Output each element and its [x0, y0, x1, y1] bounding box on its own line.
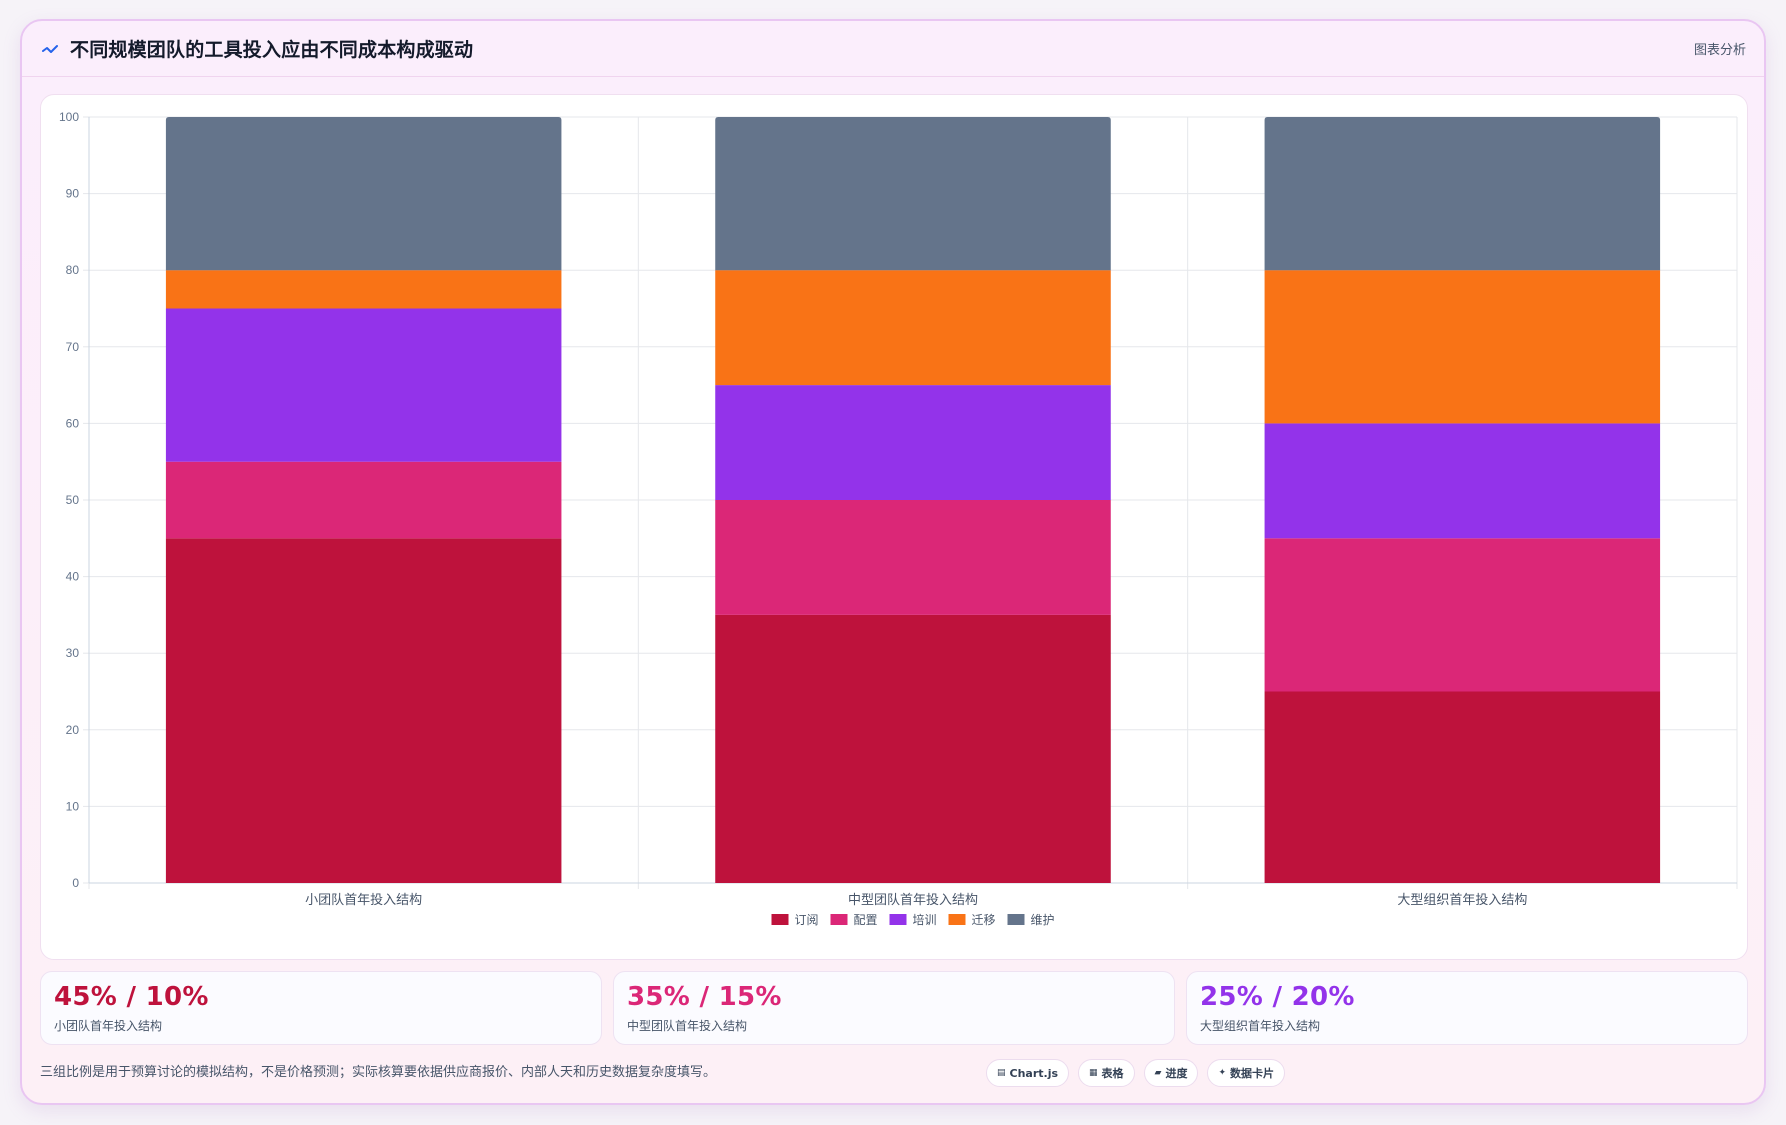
y-tick-label: 30 — [66, 646, 80, 660]
y-tick-label: 60 — [66, 416, 80, 430]
bar-segment — [715, 385, 1111, 500]
chart-card: 不同规模团队的工具投入应由不同成本构成驱动 图表分析 0 10 20 30 40 50 60… — [20, 19, 1766, 1105]
progress-icon: ▰ — [1154, 1068, 1162, 1078]
stat-value: 45% / 10% — [54, 982, 209, 1012]
chip-chartjs[interactable]: ▤ Chart.js — [986, 1059, 1070, 1087]
stat-card-medium-team: 35% / 15% 中型团队首年投入结构 — [613, 971, 1175, 1045]
y-tick-label: 70 — [66, 340, 80, 354]
chip-label: 数据卡片 — [1230, 1067, 1275, 1080]
bar-segment — [165, 538, 562, 883]
stacked-bar-chart: 0 10 20 30 40 50 60 70 80 90 100 小团队首年投入结构 中型团队首年投入结… — [59, 110, 1738, 927]
y-tick-label: 20 — [66, 723, 80, 737]
y-tick-label: 100 — [59, 110, 79, 124]
legend-swatch — [889, 914, 907, 925]
chip-label: 表格 — [1101, 1067, 1124, 1080]
trend-icon — [42, 44, 58, 53]
stat-label: 大型组织首年投入结构 — [1200, 1019, 1321, 1033]
legend-swatch — [948, 914, 966, 925]
bar-segment — [165, 117, 562, 271]
chart-panel: 0 10 20 30 40 50 60 70 80 90 100 小团队首年投入结构 中型团队首年投入结… — [40, 94, 1748, 960]
chart-analysis-link[interactable]: 图表分析 — [1693, 43, 1746, 58]
x-tick-label: 小团队首年投入结构 — [305, 892, 422, 907]
legend-label: 培训 — [913, 912, 937, 927]
table-icon: ▦ — [1089, 1068, 1098, 1078]
y-tick-label: 90 — [66, 187, 80, 201]
bar-segment — [715, 270, 1111, 386]
tool-chips: ▤ Chart.js ▦ 表格 ▰ 进度 ✦ 数据卡片 — [986, 1059, 1286, 1087]
bar-segment — [165, 308, 562, 462]
bar-segment — [1264, 691, 1661, 883]
chip-table[interactable]: ▦ 表格 — [1078, 1059, 1135, 1087]
bar-segment — [165, 461, 562, 539]
chip-data-card[interactable]: ✦ 数据卡片 — [1207, 1059, 1286, 1087]
bar-segment — [1264, 423, 1661, 539]
bar-segment — [715, 500, 1111, 615]
chip-label: Chart.js — [1009, 1066, 1059, 1080]
y-tick-label: 80 — [66, 263, 80, 277]
sparkle-icon: ✦ — [1218, 1068, 1227, 1078]
chip-label: 进度 — [1165, 1067, 1188, 1080]
chip-progress[interactable]: ▰ 进度 — [1143, 1059, 1199, 1087]
legend-label: 配置 — [854, 913, 878, 927]
legend-swatch — [771, 914, 789, 925]
legend-swatch — [830, 914, 848, 925]
legend-swatch — [1007, 914, 1025, 925]
stat-value: 25% / 20% — [1200, 982, 1355, 1012]
footnote: 三组比例是用于预算讨论的模拟结构，不是价格预测；实际核算要依据供应商报价、内部人… — [40, 1065, 717, 1080]
stat-card-large-org: 25% / 20% 大型组织首年投入结构 — [1186, 971, 1748, 1045]
stat-label: 中型团队首年投入结构 — [627, 1019, 748, 1033]
x-tick-label: 中型团队首年投入结构 — [848, 892, 978, 907]
card-header: 不同规模团队的工具投入应由不同成本构成驱动 图表分析 — [22, 21, 1764, 77]
stat-card-small-team: 45% / 10% 小团队首年投入结构 — [40, 971, 602, 1045]
stat-label: 小团队首年投入结构 — [54, 1019, 163, 1033]
bar-segment — [165, 270, 562, 309]
legend-label: 维护 — [1031, 913, 1055, 927]
stat-value: 35% / 15% — [627, 982, 782, 1012]
bar-segment — [715, 117, 1111, 271]
y-tick-label: 10 — [66, 799, 80, 813]
bar-segment — [715, 614, 1111, 883]
legend-label: 订阅 — [795, 913, 819, 927]
bar-segment — [1264, 538, 1661, 692]
y-tick-label: 0 — [72, 876, 79, 890]
bar-segment — [1264, 270, 1661, 424]
y-tick-label: 40 — [66, 570, 80, 584]
bar-segment — [1264, 117, 1661, 271]
y-tick-label: 50 — [66, 493, 80, 507]
chart-title: 不同规模团队的工具投入应由不同成本构成驱动 — [70, 39, 474, 61]
x-tick-label: 大型组织首年投入结构 — [1397, 892, 1527, 907]
chart-icon: ▤ — [997, 1068, 1006, 1078]
legend-label: 迁移 — [972, 913, 996, 927]
